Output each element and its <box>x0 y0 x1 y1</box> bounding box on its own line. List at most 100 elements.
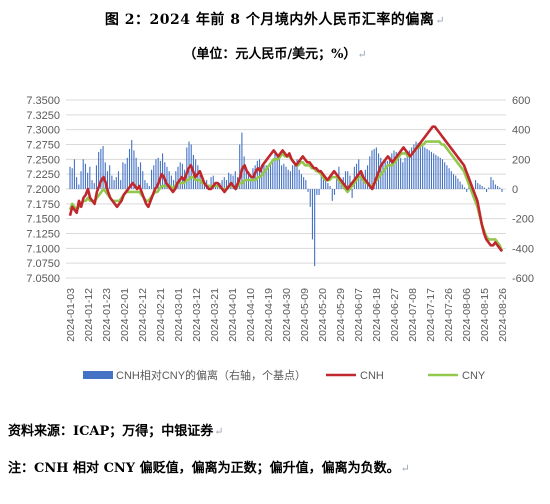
deviation-bar <box>124 163 126 189</box>
y-left-tick-label: 7.2250 <box>26 169 60 181</box>
x-tick-label: 2024-02-21 <box>155 288 167 342</box>
deviation-bar <box>261 166 263 189</box>
deviation-bar <box>479 184 481 189</box>
deviation-bar <box>186 147 188 189</box>
unit-text: （单位：元人民币/美元；%） <box>183 47 357 62</box>
deviation-bar <box>415 141 417 189</box>
deviation-bar <box>155 159 157 189</box>
deviation-bar <box>210 177 212 189</box>
deviation-bar <box>139 162 142 189</box>
deviation-bar <box>294 162 296 189</box>
deviation-bar <box>318 189 320 195</box>
deviation-bar <box>300 174 302 189</box>
deviation-bar <box>477 183 479 189</box>
deviation-bar <box>243 156 245 189</box>
deviation-bar <box>316 189 318 195</box>
deviation-bar <box>168 171 170 189</box>
footnote: 注：CNH 相对 CNY 偏贬值，偏离为正数；偏升值，偏离为负数。↵ <box>8 457 410 476</box>
deviation-bar <box>486 189 488 192</box>
deviation-bar <box>497 186 499 189</box>
deviation-bar <box>351 189 353 198</box>
deviation-bar <box>430 151 433 189</box>
deviation-bar <box>263 163 265 189</box>
x-tick-label: 2024-02-01 <box>119 288 131 342</box>
deviation-bar <box>404 157 406 189</box>
deviation-bar <box>481 186 483 189</box>
deviation-bar <box>228 172 230 189</box>
deviation-bar <box>76 177 78 189</box>
y-left-tick-label: 7.1750 <box>26 199 60 211</box>
y-left-tick-label: 7.2500 <box>26 154 60 166</box>
deviation-bar <box>179 162 181 189</box>
x-tick-label: 2024-05-20 <box>317 288 329 342</box>
deviation-bar <box>283 163 285 189</box>
deviation-bar <box>272 159 274 189</box>
deviation-bar <box>320 171 322 189</box>
y-right-tick-label: 400 <box>512 125 530 137</box>
deviation-bar <box>329 186 331 189</box>
chart-title: 图 2：2024 年前 8 个月境内外人民币汇率的偏离↵ <box>0 9 550 29</box>
x-tick-label: 2024-07-26 <box>443 288 455 342</box>
deviation-bar <box>95 165 97 189</box>
deviation-bar <box>177 166 179 189</box>
x-tick-label: 2024-01-12 <box>83 288 95 342</box>
paragraph-mark-icon: ↵ <box>400 462 410 475</box>
deviation-bar <box>122 162 124 189</box>
deviation-bar <box>73 159 75 189</box>
y-left-tick-label: 7.3250 <box>26 110 60 122</box>
deviation-bar <box>446 165 448 189</box>
deviation-bar <box>270 162 272 189</box>
x-tick-label: 2024-05-29 <box>335 288 347 342</box>
x-tick-label: 2024-04-10 <box>245 288 257 342</box>
deviation-bar <box>428 150 430 189</box>
x-tick-label: 2024-04-19 <box>263 288 275 342</box>
y-left-tick-label: 7.0500 <box>26 273 60 285</box>
deviation-bar <box>144 180 146 189</box>
deviation-bar <box>362 175 364 189</box>
deviation-bar <box>146 183 148 189</box>
deviation-bar <box>349 175 351 189</box>
deviation-bar <box>424 147 426 189</box>
deviation-bar <box>336 175 338 189</box>
deviation-bar <box>100 148 102 189</box>
deviation-bar <box>422 145 424 189</box>
deviation-bar <box>89 166 91 189</box>
legend-swatch-deviation <box>83 371 113 379</box>
deviation-bar <box>188 141 190 189</box>
deviation-bar <box>274 150 276 189</box>
deviation-bar <box>135 157 137 189</box>
y-right-tick-label: -600 <box>512 273 534 285</box>
cny-line <box>68 140 504 252</box>
deviation-bar <box>461 184 463 189</box>
x-tick-label: 2024-05-09 <box>299 288 311 342</box>
deviation-bar <box>252 168 254 189</box>
deviation-bar <box>441 159 444 189</box>
deviation-bar <box>475 180 477 189</box>
x-tick-label: 2024-03-21 <box>209 288 221 342</box>
paragraph-mark-icon: ↵ <box>357 48 367 61</box>
deviation-bar <box>120 180 122 189</box>
deviation-bar <box>265 165 267 189</box>
x-tick-label: 2024-07-17 <box>425 288 437 342</box>
paragraph-mark-icon: ↵ <box>435 14 446 27</box>
deviation-bar <box>287 169 289 189</box>
deviation-bar <box>292 165 294 189</box>
deviation-bar <box>78 184 80 189</box>
deviation-bar <box>276 154 278 189</box>
deviation-bar <box>117 171 120 189</box>
deviation-bar <box>400 157 402 189</box>
deviation-bar <box>128 148 131 189</box>
deviation-bar <box>488 187 490 189</box>
deviation-bar <box>327 183 329 189</box>
deviation-bar <box>175 171 177 189</box>
deviation-bar <box>307 189 309 192</box>
x-tick-label: 2024-08-06 <box>461 288 473 342</box>
deviation-bar <box>281 165 283 189</box>
deviation-bar <box>395 151 397 189</box>
deviation-bar <box>494 184 496 189</box>
deviation-bar <box>333 189 336 195</box>
x-tick-label: 2024-06-07 <box>353 288 365 342</box>
deviation-bar <box>230 174 232 189</box>
deviation-bar <box>80 171 82 189</box>
x-tick-label: 2024-08-26 <box>497 288 509 342</box>
